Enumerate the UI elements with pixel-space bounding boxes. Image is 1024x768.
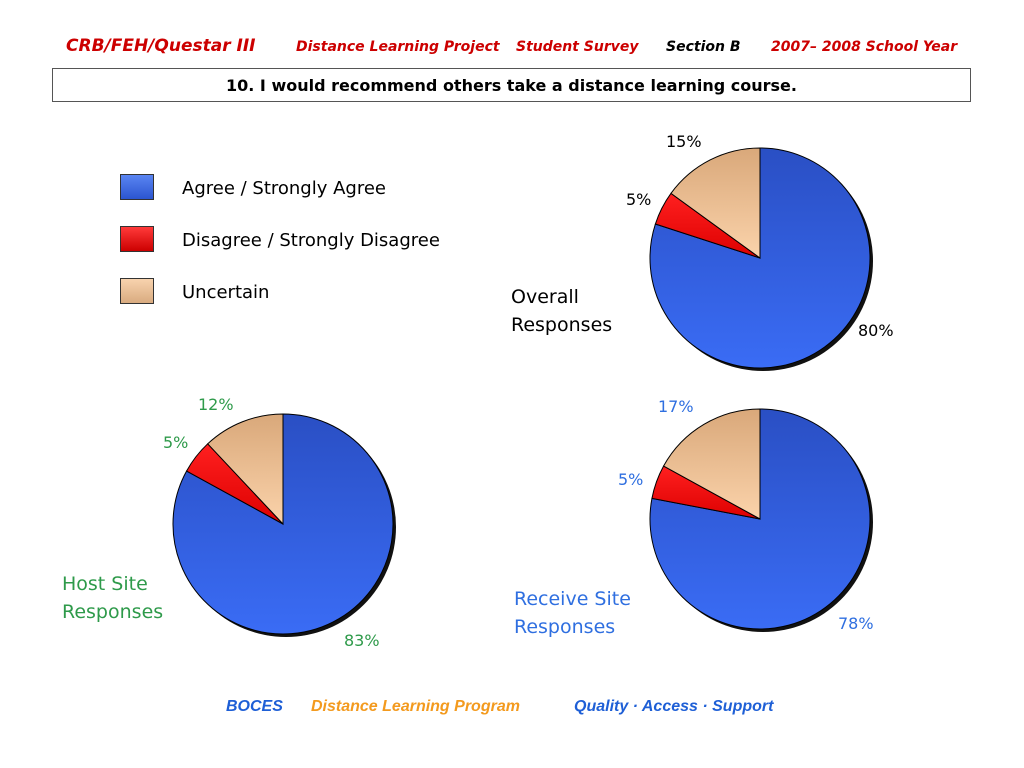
pct-label-host-uncertain: 12% [198, 395, 234, 414]
pie-title-overall-line1: Overall [511, 286, 579, 308]
pie-host-site [172, 413, 396, 637]
pct-label-receive-uncertain: 17% [658, 397, 694, 416]
pct-label-host-disagree: 5% [163, 433, 189, 452]
legend-label-uncertain: Uncertain [182, 282, 270, 303]
pie-slice-host-uncertain [206, 413, 284, 526]
pie-title-overall-line2: Responses [511, 314, 613, 336]
pie-title-host-line1: Host Site [62, 573, 148, 595]
pct-label-overall-agree: 80% [858, 321, 894, 340]
pie-receive-site [649, 408, 873, 632]
pct-label-overall-disagree: 5% [626, 190, 652, 209]
legend-label-disagree: Disagree / Strongly Disagree [182, 230, 440, 251]
pct-label-overall-uncertain: 15% [666, 132, 702, 151]
header-org: CRB/FEH/Questar III [66, 36, 256, 56]
pct-label-host-agree: 83% [344, 631, 380, 650]
pie-title-receive-line2: Responses [514, 616, 616, 638]
header-survey: Student Survey [516, 39, 639, 55]
pie-overall [649, 147, 873, 371]
pie-title-host-line2: Responses [62, 601, 164, 623]
pct-label-receive-disagree: 5% [618, 470, 644, 489]
pie-slice-receive-uncertain [662, 408, 761, 520]
footer-boces: BOCES [226, 698, 283, 715]
legend-swatch-uncertain [120, 278, 154, 304]
pie-title-receive: Receive Site Responses [514, 585, 631, 641]
slide-header: CRB/FEH/Questar III Distance Learning Pr… [0, 36, 1024, 62]
footer-tagline: Quality · Access · Support [574, 698, 774, 715]
header-section: Section B [666, 39, 741, 55]
pie-title-overall: Overall Responses [511, 283, 612, 339]
legend-item-uncertain: Uncertain [120, 278, 520, 306]
pie-slice-overall-uncertain [670, 147, 761, 259]
legend-swatch-disagree [120, 226, 154, 252]
header-project: Distance Learning Project [296, 39, 500, 55]
header-year: 2007– 2008 School Year [771, 39, 958, 55]
pct-label-receive-agree: 78% [838, 614, 874, 633]
slide-footer: BOCES Distance Learning Program Quality … [0, 698, 1024, 720]
legend-item-disagree: Disagree / Strongly Disagree [120, 226, 520, 254]
pie-title-host: Host Site Responses [62, 570, 163, 626]
legend-swatch-agree [120, 174, 154, 200]
pie-title-receive-line1: Receive Site [514, 588, 631, 610]
legend-label-agree: Agree / Strongly Agree [182, 178, 387, 199]
footer-program: Distance Learning Program [311, 698, 520, 715]
question-title: 10. I would recommend others take a dist… [52, 68, 971, 102]
legend-item-agree: Agree / Strongly Agree [120, 174, 520, 202]
